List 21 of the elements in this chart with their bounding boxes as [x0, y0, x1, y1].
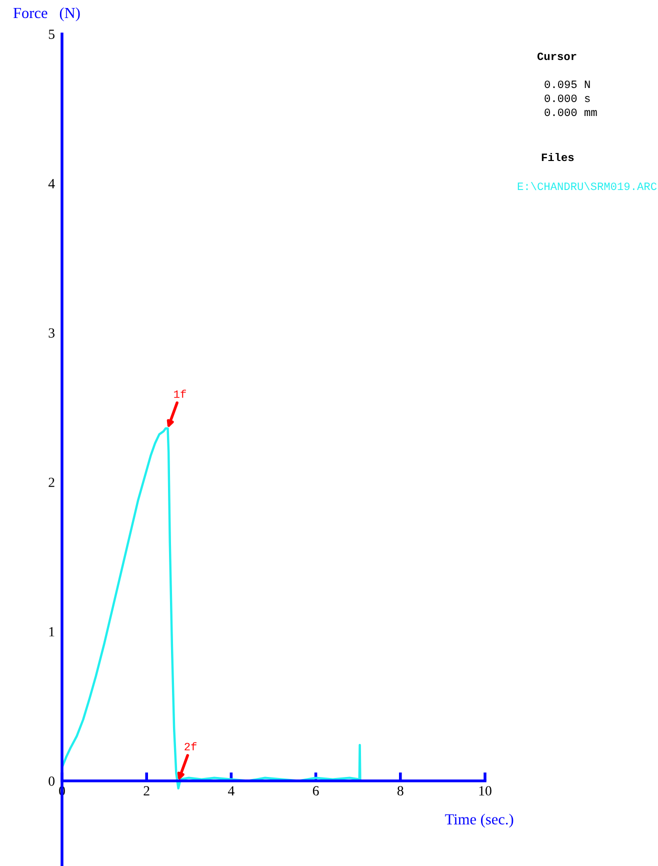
text: Files: [542, 152, 574, 162]
annotation: 2f: [184, 742, 197, 750]
y-axis-title: Force (N): [13, 7, 80, 22]
text: Cursor: [537, 52, 576, 60]
y-tick-label: 4: [48, 179, 55, 188]
y-tick-label: 2: [48, 478, 54, 487]
text: 0.000 s: [544, 94, 590, 102]
y-tick-label: 5: [48, 30, 55, 39]
x-axis-title: Time (sec.): [445, 814, 514, 828]
y-tick-label: 1: [49, 627, 54, 636]
x-tick-label: 6: [312, 786, 319, 796]
x-tick-label: 2: [144, 786, 150, 796]
text: 0.000 mm: [544, 108, 597, 116]
x-tick-label: 4: [228, 786, 234, 796]
x-tick-label: 10: [479, 786, 492, 796]
x-tick-label: 8: [397, 786, 404, 796]
text: 0.095 N: [544, 80, 590, 88]
y-tick-label: 0: [48, 776, 55, 786]
text: E:\CHANDRU\SRM019.ARC: [518, 182, 657, 190]
annotation: 1f: [174, 390, 186, 398]
y-tick-label: 3: [48, 328, 55, 338]
